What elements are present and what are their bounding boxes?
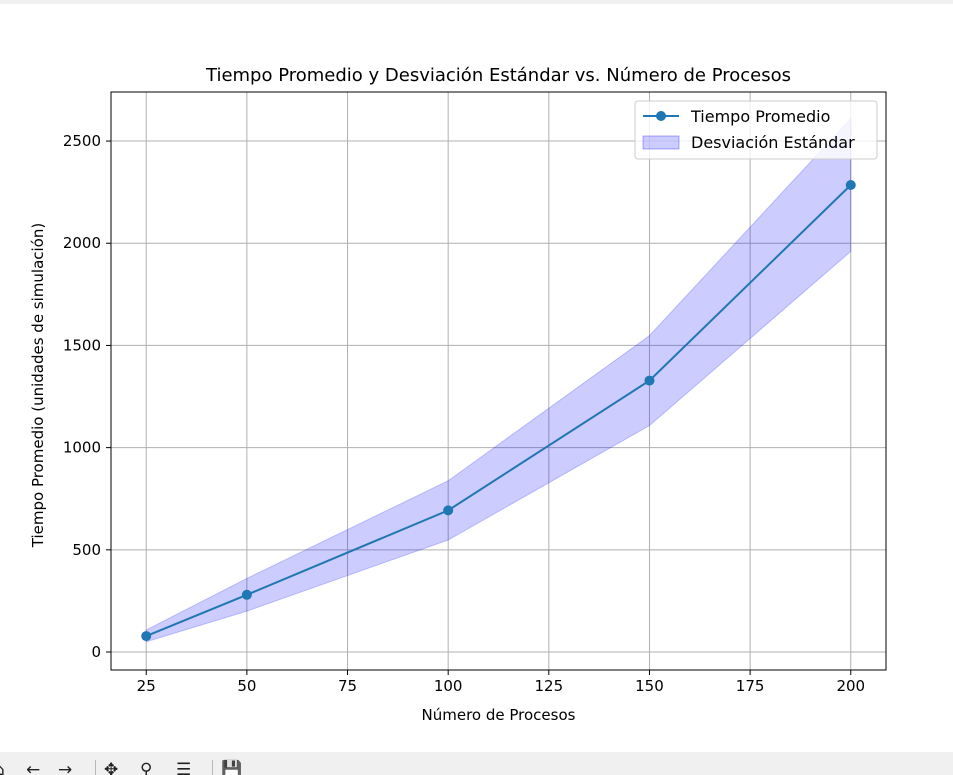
x-tick-label: 200 [836,677,865,695]
y-tick-label: 1000 [63,439,101,457]
std-band [145,117,852,643]
plot-frame [110,91,887,671]
navigation-toolbar: ⌂ ← → ✥ ⚲ ☰ 💾 [0,752,953,775]
configure-subplots-icon[interactable]: ☰ [176,760,192,775]
x-tick-label: 125 [535,677,564,695]
y-tick-label: 500 [72,541,101,559]
legend-box [634,100,878,160]
window-top-strip [0,0,953,4]
data-point [141,631,152,642]
figure-canvas: 25 50 75 100 125 150 175 200 0 500 1000 1500 2000 250… [0,4,953,752]
data-point [241,589,252,600]
data-point [845,179,856,190]
chart: 25 50 75 100 125 150 175 2000500100015002000250… [29,65,887,724]
zoom-icon[interactable]: ⚲ [140,760,153,775]
y-axis-label: Tiempo Promedio (unidades de simulación) [29,223,47,548]
y-tick-label: 1500 [63,336,101,354]
x-tick-label: 175 [736,677,765,695]
y-tick-label: 2000 [63,234,101,252]
back-icon[interactable]: ← [26,760,41,775]
x-tick-label: 75 [338,677,357,695]
legend-label: Tiempo Promedio [690,107,830,126]
forward-icon[interactable]: → [58,760,73,775]
home-icon[interactable]: ⌂ [0,762,5,775]
toolbar-separator [212,760,213,775]
data-point [443,505,454,516]
x-tick-label: 50 [237,677,256,695]
save-icon[interactable]: 💾 [221,760,243,775]
x-tick-label: 100 [434,677,463,695]
x-axis-label: Número de Procesos [422,706,576,724]
toolbar-separator [95,760,96,775]
pan-icon[interactable]: ✥ [104,760,119,775]
y-tick-label: 0 [91,643,101,661]
x-tick-label: 25 [137,677,156,695]
legend-label: Desviación Estándar [691,133,855,152]
x-tick-label: 150 [635,677,664,695]
data-point [644,375,655,386]
y-tick-label: 2500 [63,132,101,150]
legend-marker-swatch [656,111,666,121]
legend-band-swatch [642,135,680,150]
chart-title: Tiempo Promedio y Desviación Estándar vs… [205,65,791,86]
